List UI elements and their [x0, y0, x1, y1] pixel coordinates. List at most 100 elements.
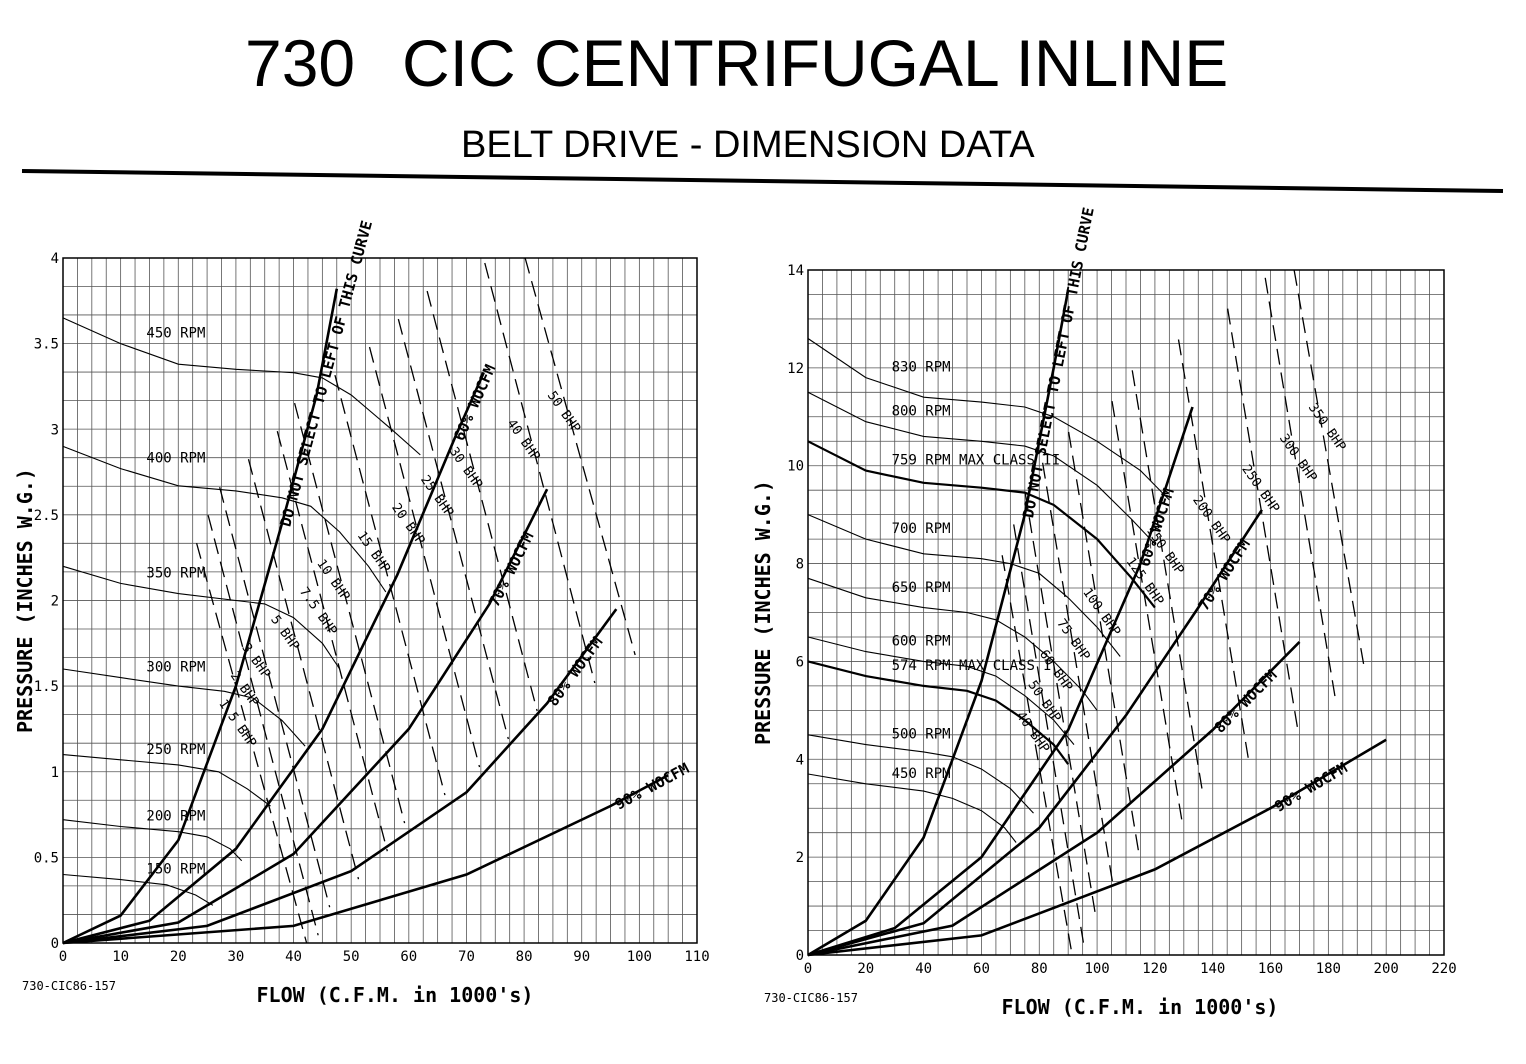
x-tick-label: 10 [112, 949, 129, 965]
x-tick-label: 80 [516, 949, 533, 965]
bhp-line [1293, 269, 1365, 668]
rpm-curve [807, 440, 1156, 609]
rpm-curves: 450 RPM 400 RPM 350 RPM 300 RPM 250 RPM 200 R… [62, 317, 421, 906]
x-tick-label: 220 [1431, 961, 1456, 977]
rpm-label: 450 RPM [146, 326, 205, 342]
wocfm-curve [807, 640, 1301, 957]
wocfm-label: 90% WOCFM [612, 759, 692, 813]
rpm-curve [62, 565, 341, 670]
y-tick-label: 10 [787, 459, 804, 475]
bhp-line [1001, 555, 1073, 956]
rpm-label: 574 RPM MAX CLASS I [892, 658, 1052, 674]
wocfm-curve [62, 608, 618, 945]
bhp-line [195, 543, 308, 944]
y-tick-label: 2 [51, 594, 59, 610]
rpm-label: 500 RPM [892, 727, 951, 743]
rpm-label: 200 RPM [146, 809, 205, 825]
wocfm-label: 60% WOCFM [450, 362, 499, 444]
wocfm-label: 70% WOCFM [1195, 536, 1254, 614]
bhp-line [219, 487, 331, 908]
y-tick-label: 2.5 [34, 508, 59, 524]
bhp-label: 10 BHP [313, 557, 352, 604]
y-tick-label: 8 [796, 557, 804, 573]
plot-frame [807, 269, 1445, 956]
y-axis-label: PRESSURE (INCHES W.G.) [751, 480, 775, 745]
drawing-number: 730-CIC86-157 [22, 979, 116, 993]
x-tick-label: 20 [857, 961, 874, 977]
x-tick-label: 0 [804, 961, 812, 977]
plot-frame [62, 257, 698, 944]
x-tick-label: 60 [973, 961, 990, 977]
wocfm-curve [62, 488, 549, 945]
bhp-line [1111, 401, 1183, 822]
wocfm-curve [807, 509, 1263, 957]
rpm-curve [807, 577, 1098, 711]
y-tick-label: 0.5 [34, 850, 59, 866]
bhp-line [368, 346, 481, 768]
y-tick-label: 0 [796, 948, 804, 964]
x-tick-label: 180 [1316, 961, 1341, 977]
model-number: 730 [245, 26, 356, 100]
page-title: CIC CENTRIFUGAL INLINE [402, 26, 1229, 100]
bhp-label: 5 BHP [267, 613, 302, 654]
rpm-curve [807, 514, 1121, 657]
rpm-curve [807, 338, 1170, 501]
bhp-line [207, 515, 319, 936]
rpm-label: 830 RPM [892, 360, 951, 376]
rpm-label: 800 RPM [892, 404, 951, 420]
y-tick-label: 4 [796, 752, 804, 768]
bhp-line [524, 257, 636, 656]
x-tick-label: 60 [400, 949, 417, 965]
wocfm-curve [62, 288, 339, 945]
x-tick-label: 120 [1142, 961, 1167, 977]
rpm-label: 400 RPM [146, 451, 205, 467]
bhp-line [1226, 308, 1299, 729]
y-tick-label: 4 [51, 251, 59, 267]
x-tick-label: 30 [227, 949, 244, 965]
rpm-label: 450 RPM [892, 766, 951, 782]
x-tick-label: 40 [915, 961, 932, 977]
wocfm-label: 80% WOCFM [1211, 666, 1281, 737]
x-tick-label: 110 [684, 949, 709, 965]
rpm-curves: 830 RPM 800 RPM 759 RPM MAX CLASS II 700 RP… [807, 338, 1170, 843]
bhp-line [1264, 277, 1336, 698]
rpm-curve [807, 660, 1070, 765]
drawing-number: 730-CIC86-157 [764, 991, 858, 1005]
chart-left: 0 10 20 30 40 50 60 70 80 90 100 110 0 0.5 1 1.5 2 2.5 3 3.… [13, 219, 710, 1007]
y-axis-label: PRESSURE (INCHES W.G.) [13, 468, 37, 733]
y-tick-label: 2 [796, 850, 804, 866]
rpm-label: 600 RPM [892, 634, 951, 650]
wocfm-curve [62, 372, 485, 945]
wocfm-curve [807, 289, 1070, 957]
header-rule [21, 169, 1504, 193]
y-tick-label: 0 [51, 936, 59, 952]
bhp-line [426, 290, 538, 712]
wocfm-curve [807, 738, 1387, 957]
chart-right: 0 20 40 60 80 100 120 140 160 180 200 220 0 2 4 6 8 10 12 1… [751, 206, 1457, 1019]
y-tick-label: 1 [51, 765, 59, 781]
bhp-label: 75 BHP [1053, 616, 1092, 663]
x-tick-label: 140 [1200, 961, 1225, 977]
bhp-line [334, 374, 446, 796]
y-tick-label: 6 [796, 654, 804, 670]
rpm-curve [62, 873, 214, 906]
x-tick-label: 100 [627, 949, 652, 965]
bhp-label: 350 BHP [1305, 401, 1349, 455]
rpm-curve [62, 819, 243, 862]
rpm-curve [62, 668, 306, 747]
x-tick-label: 90 [573, 949, 590, 965]
rpm-label: 350 RPM [146, 565, 205, 581]
grid [62, 258, 698, 944]
x-axis-label: FLOW (C.F.M. in 1000's) [257, 983, 534, 1007]
rpm-label: 250 RPM [146, 742, 205, 758]
rpm-curve [62, 754, 271, 807]
rpm-label: 300 RPM [146, 660, 205, 676]
y-tick-label: 3.5 [34, 337, 59, 353]
x-tick-label: 70 [458, 949, 475, 965]
bhp-label: 15 BHP [354, 529, 393, 576]
rpm-label: 759 RPM MAX CLASS II [892, 453, 1061, 469]
wocfm-label: DO NOT SELECT TO LEFT OF THIS CURVE [1019, 206, 1098, 520]
bhp-line [397, 318, 509, 740]
